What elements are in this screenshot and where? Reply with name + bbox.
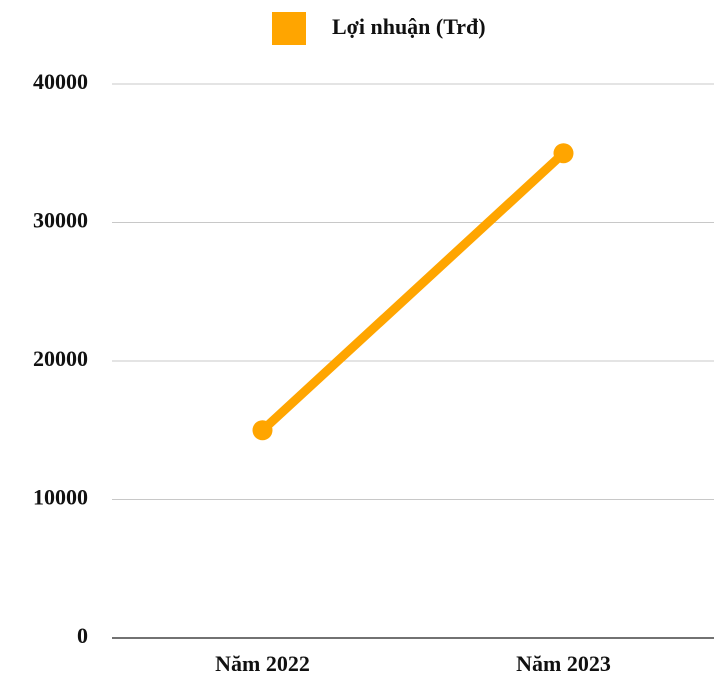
data-point [553, 143, 574, 164]
y-tick-label: 20000 [33, 346, 88, 371]
legend-label: Lợi nhuận (Trđ) [332, 14, 486, 39]
y-tick-label: 30000 [33, 208, 88, 233]
series-line [258, 148, 568, 435]
y-tick-label: 0 [77, 623, 88, 648]
data-point [252, 420, 273, 441]
x-tick-label: Năm 2023 [516, 651, 611, 676]
y-tick-label: 40000 [33, 69, 88, 94]
y-tick-label: 10000 [33, 485, 88, 510]
x-tick-label: Năm 2022 [215, 651, 310, 676]
legend-swatch [272, 12, 306, 45]
